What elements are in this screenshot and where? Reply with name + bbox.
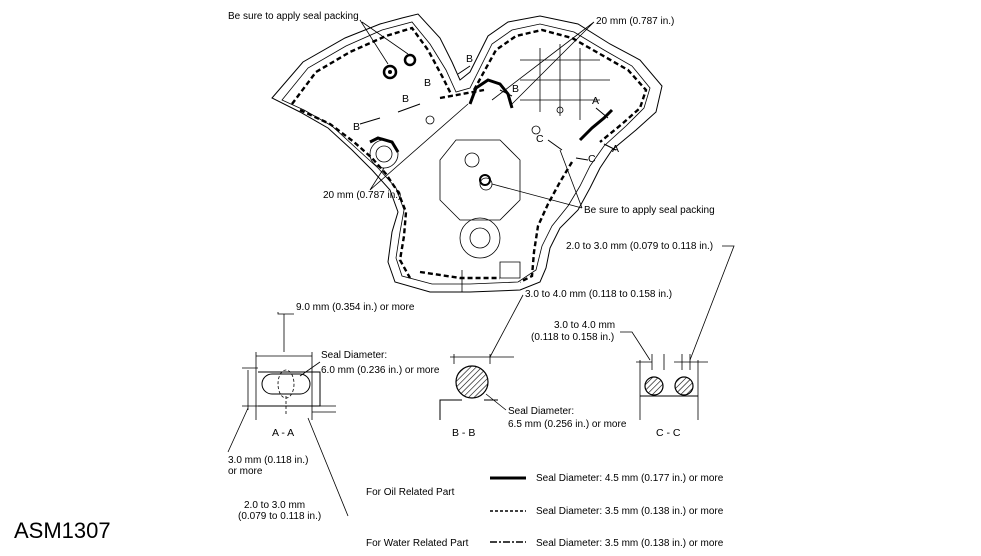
width-20mm-label-top: 20 mm (0.787 in.)	[596, 16, 674, 27]
legend-oil-part: For Oil Related Part	[366, 487, 455, 498]
line-type-legend: For Oil Related Part For Water Related P…	[366, 473, 724, 549]
bb-seal-label-1: Seal Diameter:	[508, 406, 574, 417]
section-cc-title: C - C	[656, 427, 681, 439]
aa-seal-label-1: Seal Diameter:	[321, 350, 387, 361]
aa-seal-label-2: 6.0 mm (0.236 in.) or more	[321, 365, 440, 376]
section-mark-c: C	[536, 133, 544, 145]
section-mark-b: B	[466, 53, 473, 65]
aa-offset-label-2: (0.079 to 0.118 in.)	[238, 511, 321, 522]
bb-width-label: 3.0 to 4.0 mm (0.118 to 0.158 in.)	[525, 289, 672, 300]
section-mark-b: B	[512, 83, 519, 95]
legend-dashdot-label: Seal Diameter: 3.5 mm (0.138 in.) or mor…	[536, 538, 724, 549]
legend-solid-label: Seal Diameter: 4.5 mm (0.177 in.) or mor…	[536, 473, 724, 484]
aa-height-label-2: or more	[228, 466, 263, 477]
section-mark-b: B	[353, 121, 360, 133]
bb-seal-label-2: 6.5 mm (0.256 in.) or more	[508, 419, 627, 430]
legend-water-part: For Water Related Part	[366, 538, 469, 549]
section-mark-b: B	[424, 77, 431, 89]
cc-width-label-1: 3.0 to 4.0 mm	[554, 320, 615, 331]
callouts-main: Be sure to apply seal packing 20 mm (0.7…	[228, 11, 715, 216]
aa-height-label-1: 3.0 mm (0.118 in.)	[228, 455, 308, 466]
section-aa: 9.0 mm (0.354 in.) or more Seal Diameter…	[227, 302, 440, 522]
aa-width-label: 9.0 mm (0.354 in.) or more	[296, 302, 415, 313]
section-mark-a: A	[592, 95, 599, 107]
seal-packing-label-right: Be sure to apply seal packing	[584, 205, 715, 216]
section-mark-b: B	[402, 93, 409, 105]
section-bb-title: B - B	[452, 427, 475, 439]
section-mark-c: C	[588, 153, 596, 165]
aa-offset-label-1: 2.0 to 3.0 mm	[244, 500, 305, 511]
timing-chain-cover	[271, 13, 663, 293]
seal-packing-label-top: Be sure to apply seal packing	[228, 11, 359, 22]
figure-id: ASM1307	[14, 518, 111, 543]
section-mark-a: A	[612, 143, 619, 155]
section-bb: 3.0 to 4.0 mm (0.118 to 0.158 in.) Seal …	[439, 289, 672, 439]
section-aa-title: A - A	[272, 427, 294, 439]
width-20mm-label-left: 20 mm (0.787 in.)	[323, 190, 401, 201]
section-cc: 2.0 to 3.0 mm (0.079 to 0.118 in.) 3.0 t…	[531, 241, 735, 439]
legend-dashed-label: Seal Diameter: 3.5 mm (0.138 in.) or mor…	[536, 506, 724, 517]
cc-width-label-2: (0.118 to 0.158 in.)	[531, 332, 614, 343]
cc-gap-label: 2.0 to 3.0 mm (0.079 to 0.118 in.)	[566, 241, 713, 252]
section-markers: B B B B B A A C C	[353, 53, 619, 165]
